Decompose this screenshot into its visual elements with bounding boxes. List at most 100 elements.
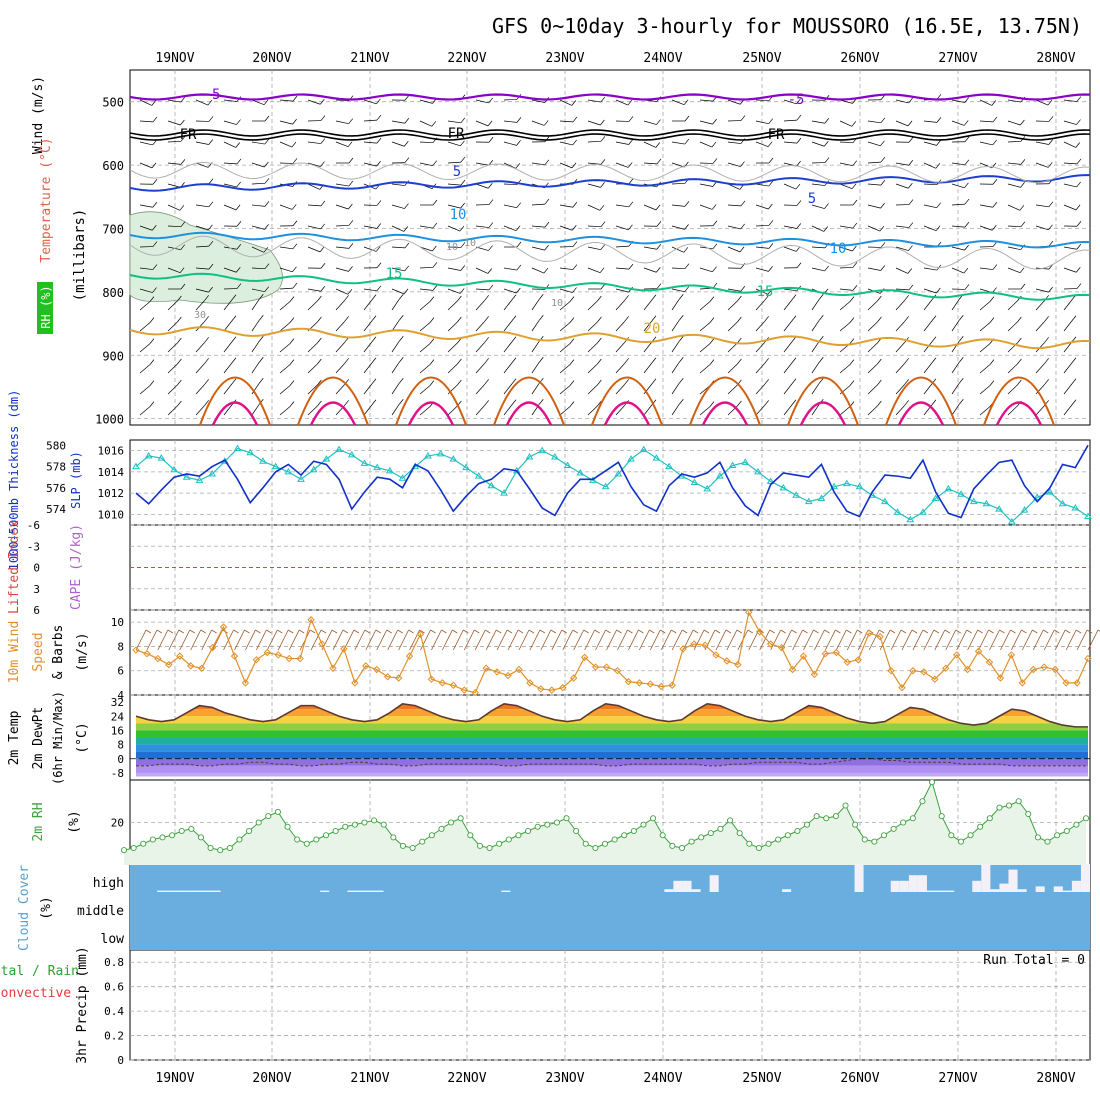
upper-wind-barb [671, 225, 685, 230]
upper-wind-barb-flag [376, 98, 381, 105]
upper-wind-barb-flag [235, 142, 241, 148]
rh-point [611, 836, 618, 843]
upper-wind-barb [447, 321, 458, 332]
wind10-point [1007, 651, 1016, 659]
upper-wind-barb-flag [457, 358, 462, 365]
upper-wind-barb [503, 204, 517, 209]
cloud-high-bar [945, 890, 955, 892]
upper-wind-barb-flag [484, 316, 489, 322]
cloud-cover-panel [130, 864, 1090, 950]
wind10-point [416, 630, 425, 638]
upper-wind-barb [335, 204, 349, 210]
upper-wind-barb [839, 364, 851, 374]
upper-wind-barb [671, 404, 680, 416]
upper-wind-barb-flag [935, 225, 941, 231]
upper-wind-barb-flag [1076, 181, 1081, 188]
surface-temp-hump-inner [995, 401, 1043, 426]
cloud-high-bar [1071, 880, 1081, 892]
wind10-barb-flag [255, 629, 261, 634]
upper-wind-barb [391, 299, 400, 311]
upper-wind-barb-flag [764, 400, 769, 406]
wind10-barb-flag [1021, 629, 1027, 634]
upper-wind-barb-flag [796, 262, 802, 268]
upper-wind-barb-flag [208, 139, 214, 145]
upper-wind-barb-flag [151, 162, 157, 169]
upper-wind-barb [1007, 225, 1022, 228]
upper-wind-barb [615, 225, 629, 231]
slp-point [1033, 493, 1042, 500]
upper-wind-barb-flag [1075, 142, 1081, 148]
upper-wind-barb-flag [569, 380, 575, 386]
upper-wind-barb [531, 120, 545, 126]
upper-wind-barb [699, 120, 713, 125]
upper-wind-barb-flag [651, 315, 657, 321]
upper-wind-barb-flag [877, 400, 882, 407]
wind10-speed-line [135, 610, 1089, 694]
upper-ytick: 700 [102, 222, 124, 236]
cloud-high-bar [782, 889, 792, 892]
slp-point [1046, 488, 1054, 495]
upper-wind-barb [139, 406, 151, 416]
upper-wind-barb [559, 204, 573, 208]
upper-wind-barb [671, 288, 685, 293]
wind10-point [876, 633, 884, 641]
cloud-high-bar [981, 864, 991, 892]
upper-wind-barb [811, 183, 825, 186]
panel-frame-precip [129, 949, 1091, 1061]
upper-wind-barb-flag [149, 296, 155, 302]
upper-wind-barb-flag [204, 400, 209, 406]
upper-wind-barb [755, 141, 769, 147]
upper-wind-barb-flag [1076, 158, 1082, 165]
upper-wind-barb-flag [231, 378, 237, 384]
upper-wind-barb [419, 364, 431, 374]
upper-wind-barb-flag [711, 141, 717, 148]
upper-wind-barb-flag [487, 120, 493, 127]
wind10-point [187, 662, 195, 670]
upper-wind-barb-flag [149, 359, 155, 365]
slp-point [792, 491, 800, 498]
upper-wind-barb-flag [263, 247, 269, 253]
cloud-high-bar [709, 875, 719, 892]
slp-point [373, 463, 382, 471]
ylabel-wind10-c: & Barbs [51, 625, 66, 680]
upper-wind-barb-flag [1071, 357, 1077, 363]
upper-wind-barb [139, 364, 151, 374]
upper-wind-barb-flag [404, 95, 410, 101]
wind10-barb [1054, 629, 1066, 651]
upper-wind-barb [1035, 300, 1045, 311]
slp-point [969, 497, 978, 505]
upper-wind-barb-flag [740, 115, 746, 121]
rh-point [592, 844, 599, 852]
slp-point [1071, 504, 1080, 511]
contour-label: 10 [450, 207, 467, 223]
upper-wind-barb-flag [877, 379, 882, 386]
slp-point [576, 468, 585, 476]
wind10-barb [420, 629, 431, 651]
wind10-point [974, 647, 983, 655]
upper-wind-barb [167, 120, 181, 126]
surface-temp-hump-inner [211, 401, 259, 426]
rh-point [650, 815, 657, 822]
surface-temp-hump-inner [701, 401, 749, 426]
upper-wind-barb-flag [511, 357, 517, 363]
wind10-barb [693, 629, 705, 651]
rh-point [765, 840, 772, 847]
wind10-barb-flag [846, 629, 852, 634]
rh-point [871, 838, 878, 845]
date-label-bottom: 19NOV [155, 1071, 194, 1086]
rh-point [640, 821, 647, 828]
upper-wind-barb-flag [152, 179, 158, 185]
temp2m-panel [130, 703, 1090, 777]
upper-wind-barb [615, 405, 625, 416]
wind10-barb-flag [681, 629, 688, 634]
wind10-barb-flag [933, 629, 940, 634]
upper-wind-barb [195, 384, 205, 395]
upper-wind-barb-flag [460, 140, 465, 147]
upper-wind-barb [951, 225, 965, 228]
upper-wind-barb [951, 246, 965, 251]
upper-wind-barb [979, 343, 991, 353]
upper-wind-barb-flag [678, 315, 684, 321]
upper-wind-barb [559, 406, 571, 416]
wind10-barb [573, 629, 585, 651]
upper-wind-barb [335, 224, 350, 227]
